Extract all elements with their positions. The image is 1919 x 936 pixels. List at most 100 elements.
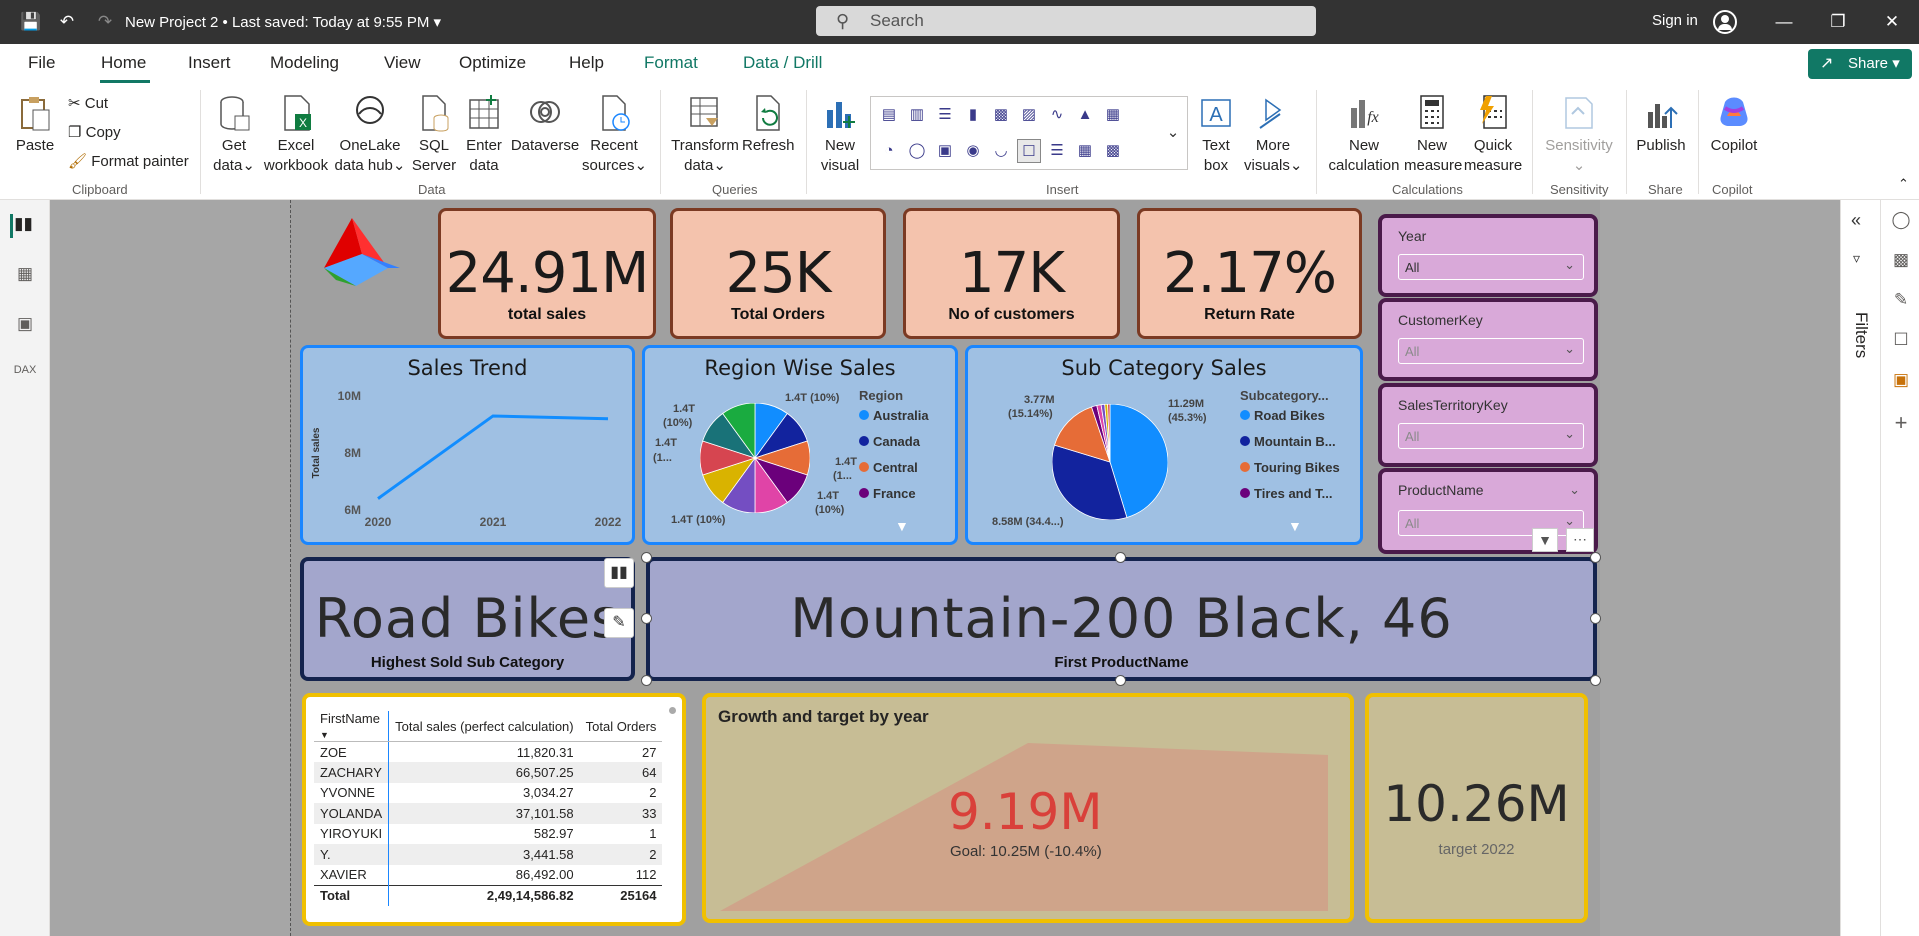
data-pane-icon[interactable]: ◯ bbox=[1891, 210, 1911, 229]
selection-handle[interactable] bbox=[1590, 552, 1601, 563]
table-row[interactable]: ZACHARY 66,507.25 64 bbox=[314, 762, 663, 783]
pie-slice[interactable] bbox=[1107, 404, 1111, 463]
redo-icon[interactable]: ↷ bbox=[97, 12, 113, 31]
pie-slice[interactable] bbox=[1109, 404, 1168, 518]
table-row[interactable]: ZOE 11,820.31 27 bbox=[314, 741, 662, 762]
selection-pane-icon[interactable]: ▣ bbox=[1892, 370, 1910, 389]
new-visual-button[interactable]: New visual bbox=[816, 94, 864, 176]
gauge-icon[interactable]: ◡ bbox=[994, 142, 1008, 159]
salesterritorykey-dropdown[interactable]: All ⌄ bbox=[1398, 423, 1584, 449]
copilot-button[interactable]: Copilot bbox=[1706, 94, 1762, 156]
report-view-icon[interactable]: ▮▮ bbox=[10, 214, 34, 238]
kpi-card-return-rate[interactable]: 2.17% Return Rate bbox=[1137, 208, 1362, 339]
productname-dropdown[interactable]: All ⌄ bbox=[1398, 510, 1584, 536]
more-visuals-button[interactable]: More visuals⌄ bbox=[1244, 94, 1302, 176]
table-view-icon[interactable]: ▦ bbox=[16, 264, 34, 283]
matrix-icon[interactable]: ▩ bbox=[1105, 142, 1121, 159]
card-icon[interactable]: ☐ bbox=[1017, 139, 1041, 163]
legend-item[interactable]: Tires and T... bbox=[1240, 486, 1340, 512]
clustered-bar-chart-icon[interactable]: ☰ bbox=[938, 106, 952, 123]
pie-slice[interactable] bbox=[1052, 444, 1128, 520]
line-chart-icon[interactable]: ∿ bbox=[1050, 106, 1064, 123]
expand-pane-icon[interactable]: « bbox=[1851, 210, 1862, 230]
copy-button[interactable]: ❐ Copy bbox=[68, 124, 121, 141]
pie-slice[interactable] bbox=[722, 403, 756, 460]
tab-file[interactable]: File bbox=[28, 53, 56, 72]
more-options-icon[interactable]: ⋯ bbox=[1566, 528, 1594, 552]
close-icon[interactable]: ✕ bbox=[1884, 12, 1900, 31]
column-header[interactable]: FirstName ▼ bbox=[314, 711, 389, 742]
tab-help[interactable]: Help bbox=[569, 53, 604, 72]
table-visual-icon[interactable]: ▦ bbox=[1077, 142, 1093, 159]
new-calculation-button[interactable]: fx New calculation bbox=[1326, 94, 1402, 176]
visualizations-pane-icon[interactable]: ▩ bbox=[1892, 250, 1910, 269]
tab-insert[interactable]: Insert bbox=[188, 53, 231, 72]
sql-server-button[interactable]: SQL Server bbox=[410, 94, 458, 176]
filter-icon[interactable]: ▼ bbox=[1532, 528, 1558, 552]
account-avatar-icon[interactable] bbox=[1713, 10, 1737, 34]
region-wise-sales-chart[interactable]: Region Wise Sales 1.4T (10%) 1.4T (10%) … bbox=[642, 345, 958, 545]
sub-category-sales-chart[interactable]: Sub Category Sales 11.29M (45.3%) 3.77M … bbox=[965, 345, 1363, 545]
selection-handle[interactable] bbox=[1590, 675, 1601, 686]
table-row[interactable]: YOLANDA 37,101.58 33 bbox=[314, 803, 663, 824]
100-column-chart-icon[interactable]: ▨ bbox=[1021, 106, 1037, 123]
chevron-down-icon[interactable]: ▼ bbox=[1288, 518, 1302, 534]
chevron-down-icon[interactable]: ⌄ bbox=[1569, 482, 1580, 497]
slicer-customerkey[interactable]: CustomerKey All ⌄ bbox=[1378, 298, 1598, 381]
sales-trend-chart[interactable]: Sales Trend 10M 8M 6M Total sales 2020 2021 20… bbox=[300, 345, 635, 545]
table-row[interactable]: YIROYUKI 582.97 1 bbox=[314, 823, 662, 844]
format-visual-icon[interactable]: ✎ bbox=[604, 608, 634, 638]
customerkey-dropdown[interactable]: All ⌄ bbox=[1398, 338, 1584, 364]
kpi-card-total-orders[interactable]: 25K Total Orders bbox=[670, 208, 886, 339]
tab-modeling[interactable]: Modeling bbox=[270, 53, 339, 72]
slicer-year[interactable]: Year All ⌄ bbox=[1378, 214, 1598, 297]
table-row[interactable]: Y. 3,441.58 2 bbox=[314, 844, 663, 865]
100-bar-chart-icon[interactable]: ▩ bbox=[993, 106, 1009, 123]
sign-in-link[interactable]: Sign in bbox=[1652, 12, 1698, 29]
minimize-icon[interactable]: — bbox=[1775, 12, 1793, 31]
legend-item[interactable]: Mountain B... bbox=[1240, 434, 1340, 460]
add-pane-icon[interactable]: + bbox=[1894, 410, 1908, 435]
legend-item[interactable]: Canada bbox=[859, 434, 929, 460]
highest-sold-subcategory-card[interactable]: Road Bikes Highest Sold Sub Category bbox=[300, 557, 635, 681]
cut-button[interactable]: ✂ Cut bbox=[68, 95, 109, 112]
quick-measure-button[interactable]: Quick measure bbox=[1462, 94, 1524, 176]
restore-icon[interactable]: ❐ bbox=[1830, 12, 1846, 31]
save-icon[interactable]: 💾 bbox=[20, 12, 42, 31]
enter-data-button[interactable]: Enter data bbox=[460, 94, 508, 176]
recent-sources-button[interactable]: Recent sources⌄ bbox=[582, 94, 647, 176]
table-row[interactable]: YVONNE 3,034.27 2 bbox=[314, 782, 662, 803]
year-dropdown[interactable]: All ⌄ bbox=[1398, 254, 1584, 280]
visual-insights-icon[interactable]: ▮▮ bbox=[604, 558, 634, 588]
table-row[interactable]: XAVIER 86,492.00 112 bbox=[314, 864, 662, 885]
selection-handle[interactable] bbox=[641, 613, 652, 624]
dataverse-button[interactable]: Dataverse bbox=[510, 94, 580, 156]
collapse-ribbon-icon[interactable]: ⌃ bbox=[1898, 176, 1909, 191]
multi-row-card-icon[interactable]: ☰ bbox=[1050, 142, 1064, 159]
ribbon-chart-icon[interactable]: ▦ bbox=[1105, 106, 1121, 123]
pie-chart-icon[interactable]: ◔ bbox=[884, 142, 894, 159]
legend-item[interactable]: Australia bbox=[859, 408, 929, 434]
search-input[interactable]: ⚲ Search bbox=[816, 6, 1316, 36]
text-box-button[interactable]: A Text box bbox=[1192, 94, 1240, 176]
tab-data-drill[interactable]: Data / Drill bbox=[743, 53, 823, 72]
filters-pane[interactable]: « ▿ Filters bbox=[1840, 200, 1880, 936]
undo-icon[interactable]: ↶ bbox=[59, 12, 75, 31]
scrollbar-thumb[interactable] bbox=[669, 707, 676, 714]
treemap-icon[interactable]: ▣ bbox=[937, 142, 953, 159]
selection-handle[interactable] bbox=[1115, 675, 1126, 686]
sensitivity-button[interactable]: Sensitivity ⌄ bbox=[1540, 94, 1618, 176]
new-measure-button[interactable]: New measure bbox=[1404, 94, 1462, 176]
growth-target-gauge[interactable]: Growth and target by year 9.19M Goal: 10… bbox=[702, 693, 1354, 923]
sales-line[interactable] bbox=[377, 414, 609, 500]
bookmarks-icon[interactable]: ☐ bbox=[1893, 330, 1909, 349]
model-view-icon[interactable]: ▣ bbox=[16, 314, 34, 333]
selection-handle[interactable] bbox=[641, 675, 652, 686]
legend-item[interactable]: Touring Bikes bbox=[1240, 460, 1340, 486]
dax-query-view-icon[interactable]: DAX bbox=[13, 364, 37, 376]
selection-handle[interactable] bbox=[641, 552, 652, 563]
kpi-card-total-sales[interactable]: 24.91M total sales bbox=[438, 208, 656, 339]
chevron-down-icon[interactable]: ⌄ bbox=[1166, 124, 1180, 141]
tab-view[interactable]: View bbox=[384, 53, 421, 72]
publish-button[interactable]: Publish bbox=[1632, 94, 1690, 156]
